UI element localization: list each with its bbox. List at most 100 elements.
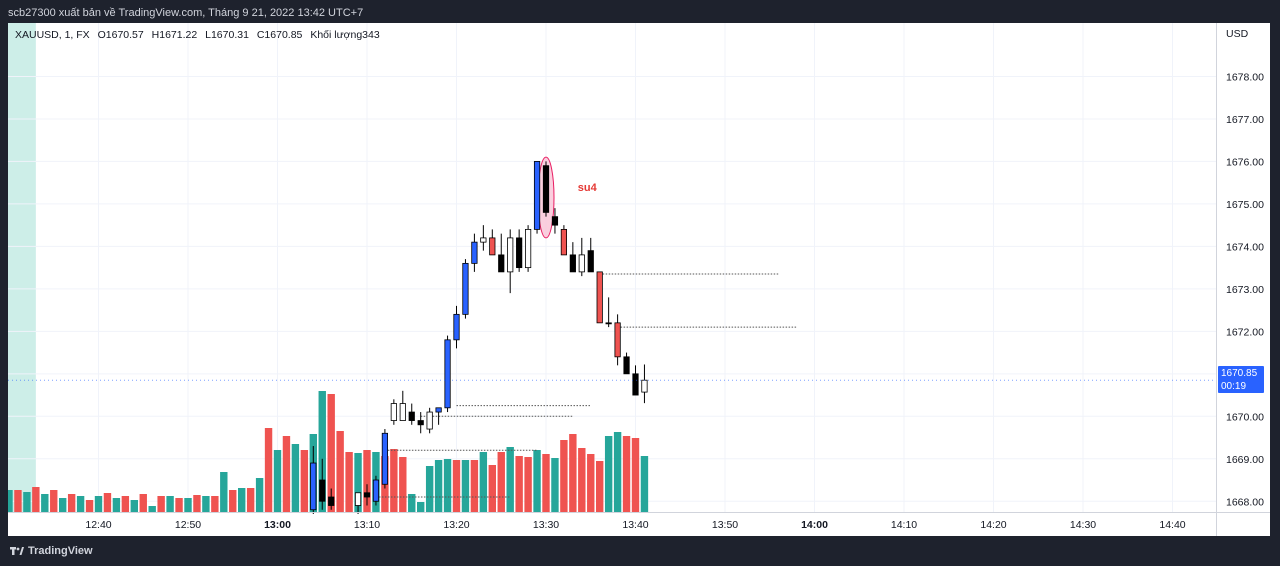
- volume-bar: [229, 490, 237, 512]
- candle-body: [498, 254, 505, 273]
- candle-body: [560, 228, 568, 256]
- x-tick-label: 13:40: [622, 519, 648, 531]
- volume-bar: [85, 500, 94, 512]
- y-tick-label: 1669.00: [1226, 454, 1264, 466]
- volume-bar: [345, 452, 353, 512]
- volume-bar: [184, 498, 192, 512]
- volume-bar: [578, 448, 586, 512]
- candle-body: [310, 462, 317, 511]
- y-tick-label: 1675.00: [1226, 199, 1264, 211]
- footer-brand-name: TradingView: [28, 545, 93, 557]
- x-tick-label: 13:50: [712, 519, 738, 531]
- candle-body: [507, 237, 514, 273]
- volume-bar: [479, 452, 488, 512]
- last-price-tag: 1670.85 00:19: [1218, 366, 1264, 393]
- volume-bar: [390, 449, 398, 512]
- volume-bar: [76, 496, 85, 512]
- bar-countdown: 00:19: [1221, 381, 1247, 392]
- y-tick-label: 1678.00: [1226, 71, 1264, 83]
- volume-bar: [497, 452, 505, 512]
- candle-body: [417, 420, 424, 426]
- y-tick-label: 1677.00: [1226, 114, 1264, 126]
- symbol-name[interactable]: XAUUSD, 1, FX: [15, 29, 90, 41]
- volume-bar: [246, 488, 255, 512]
- x-tick-label: 13:20: [443, 519, 469, 531]
- volume-bar: [640, 456, 649, 512]
- volume-bar: [542, 454, 550, 512]
- candle-body: [363, 492, 371, 498]
- volume-bar: [506, 447, 514, 512]
- candle-body: [614, 322, 621, 358]
- y-tick-label: 1674.00: [1226, 241, 1264, 253]
- annotation-label: su4: [578, 182, 598, 194]
- volume-bar: [8, 490, 13, 512]
- tradingview-logo-icon: [10, 547, 24, 555]
- candle-body: [453, 313, 460, 341]
- session-highlight-band: [8, 23, 36, 512]
- candle-body: [480, 237, 487, 243]
- candle-body: [525, 228, 532, 269]
- volume-bar: [524, 457, 532, 512]
- volume-bar: [587, 454, 595, 512]
- x-tick-label: 14:20: [980, 519, 1006, 531]
- volume-bar: [238, 488, 246, 512]
- candle-body: [381, 432, 389, 485]
- volume-bar: [157, 496, 165, 512]
- x-tick-label: 13:30: [533, 519, 559, 531]
- x-tick-label: 14:40: [1159, 519, 1185, 531]
- volume-bar: [515, 456, 523, 512]
- volume-bar: [300, 450, 309, 512]
- legend-close: C1670.85: [256, 29, 303, 41]
- legend-open: O1670.57: [97, 29, 144, 41]
- x-tick-label: 12:50: [175, 519, 201, 531]
- volume-bar: [41, 494, 49, 512]
- volume-bar: [264, 428, 273, 512]
- volume-bar: [461, 460, 470, 512]
- legend-high: H1671.22: [151, 29, 198, 41]
- candle-body: [319, 479, 326, 502]
- volume-bar: [23, 492, 31, 512]
- volume-bar: [94, 496, 103, 512]
- candle-body: [569, 254, 576, 273]
- volume-bar: [32, 487, 40, 512]
- x-tick-label: 14:10: [891, 519, 917, 531]
- volume-bar: [551, 458, 559, 512]
- volume-bar: [103, 493, 112, 512]
- volume-bar: [282, 436, 291, 512]
- x-tick-label: 14:30: [1070, 519, 1096, 531]
- volume-bar: [408, 494, 416, 512]
- volume-bar: [211, 496, 219, 512]
- volume-bar: [425, 466, 434, 512]
- candle-body: [516, 237, 523, 269]
- candle-body: [399, 403, 406, 421]
- volume-bar: [273, 450, 282, 512]
- candle-body: [551, 216, 559, 226]
- y-tick-label: 1668.00: [1226, 496, 1264, 508]
- volume-bar: [417, 502, 425, 512]
- volume-bar: [291, 444, 300, 512]
- volume-bar: [121, 496, 130, 512]
- chart-area[interactable]: su4 1678.00 1677.00 1676.00 1675.00 1674.00 16…: [8, 23, 1270, 536]
- candle-body: [587, 250, 594, 273]
- volume-bar: [175, 498, 183, 512]
- volume-bar: [255, 478, 264, 512]
- candle-body: [596, 271, 603, 324]
- volume-bar: [59, 498, 67, 512]
- volume-bar: [67, 494, 76, 512]
- volume-bar: [452, 460, 461, 512]
- volume-bar: [130, 500, 138, 512]
- candle-body: [426, 411, 433, 430]
- y-tick-label: 1676.00: [1226, 156, 1264, 168]
- symbol-legend: XAUUSD, 1, FX O1670.57 H1671.22 L1670.31…: [15, 28, 385, 42]
- legend-volume: Khối lượng343: [310, 29, 380, 41]
- volume-bar: [193, 495, 201, 512]
- candle-body: [641, 379, 648, 393]
- volume-bar: [434, 460, 443, 512]
- candle-body: [328, 496, 335, 506]
- volume-bar: [363, 450, 371, 512]
- candle-body: [390, 403, 397, 421]
- price-chart-canvas[interactable]: su4 1678.00 1677.00 1676.00 1675.00 1674.00 16…: [8, 23, 1270, 536]
- volume-bar: [148, 506, 156, 512]
- footer-brand: TradingView: [10, 544, 93, 558]
- y-tick-label: 1672.00: [1226, 326, 1264, 338]
